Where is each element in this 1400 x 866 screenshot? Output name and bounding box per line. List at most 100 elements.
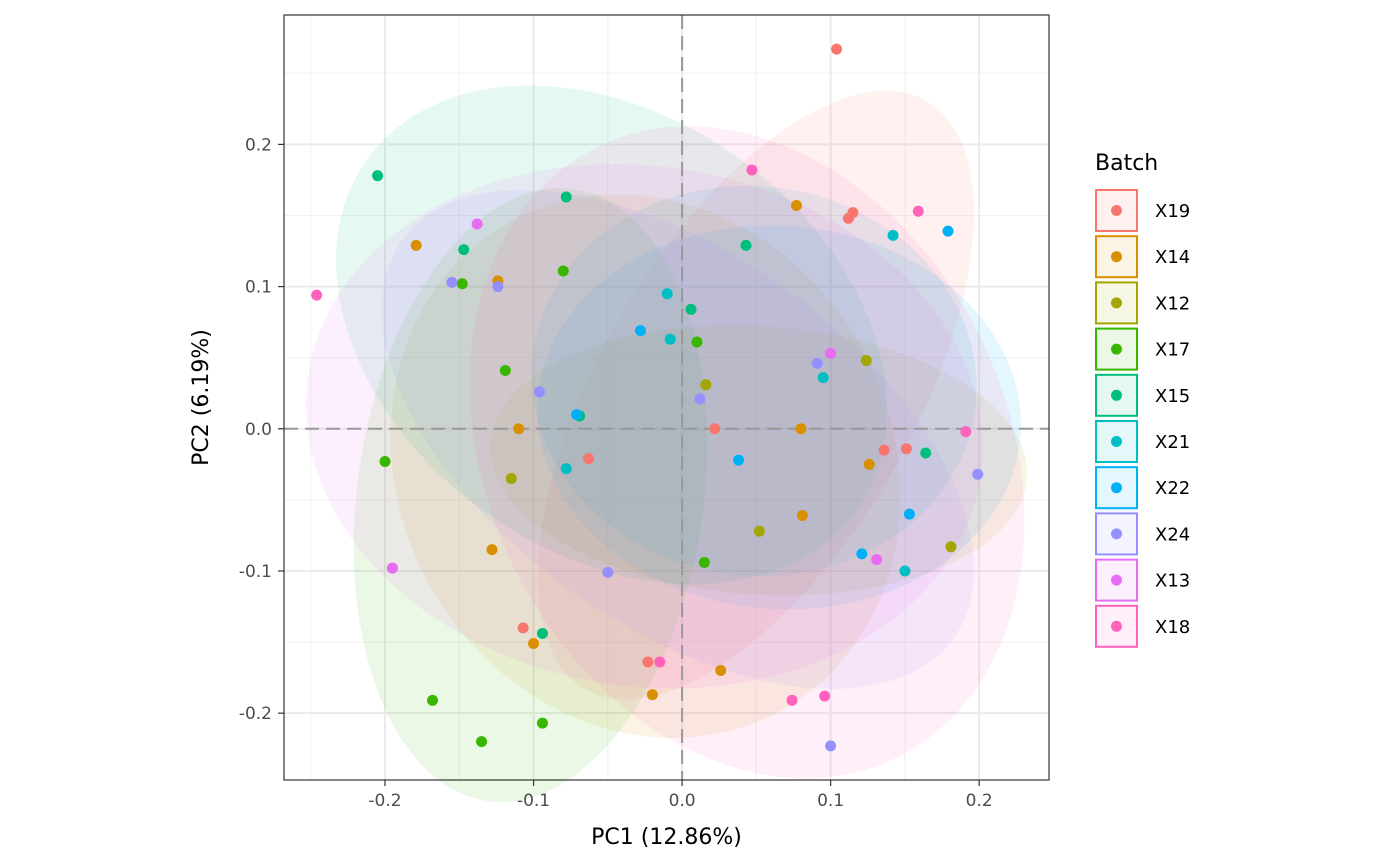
panel-border <box>283 14 1050 781</box>
point-X22 <box>903 508 915 520</box>
ellipse-X13 <box>305 164 983 689</box>
x-axis: -0.2 -0.1 0.0 0.1 0.2 <box>368 780 993 811</box>
point-X22 <box>942 225 954 237</box>
point-X18 <box>311 289 323 301</box>
point-X15 <box>536 628 548 640</box>
point-X21 <box>817 372 829 384</box>
y-axis-title: PC2 (6.19%) <box>189 329 214 466</box>
point-X15 <box>458 244 470 256</box>
x-tick-label: 0.0 <box>669 791 696 811</box>
panel-background <box>284 15 1049 780</box>
point-X17 <box>456 278 468 290</box>
legend-dot-X12 <box>1111 297 1122 309</box>
point-X15 <box>560 191 572 203</box>
point-X17 <box>379 455 391 467</box>
ellipse-X12 <box>490 325 1028 596</box>
reference-lines <box>284 15 1049 780</box>
point-X21 <box>661 288 673 300</box>
point-X17 <box>691 336 703 348</box>
x-axis-title: PC1 (12.86%) <box>591 825 742 850</box>
legend-dot-X24 <box>1111 528 1122 540</box>
point-X14 <box>796 510 808 522</box>
point-X19 <box>583 453 595 465</box>
point-X15 <box>920 447 932 459</box>
point-X22 <box>635 325 647 337</box>
point-X19 <box>517 622 529 634</box>
point-X12 <box>753 525 765 537</box>
y-tick-label: 0.1 <box>245 278 272 298</box>
point-X17 <box>499 364 511 376</box>
point-X18 <box>746 164 758 176</box>
y-tick-label: -0.2 <box>239 704 272 724</box>
point-X21 <box>664 333 676 345</box>
point-X17 <box>476 736 488 748</box>
point-X14 <box>715 665 727 677</box>
point-X14 <box>410 239 422 251</box>
point-X19 <box>831 43 843 55</box>
point-X14 <box>646 689 658 701</box>
legend-label-X21: X21 <box>1155 432 1190 453</box>
point-X14 <box>513 423 525 435</box>
y-tick-label: 0.0 <box>245 420 272 440</box>
point-X22 <box>733 454 745 466</box>
point-X24 <box>811 357 823 369</box>
legend-label-X15: X15 <box>1155 386 1190 407</box>
point-X17 <box>536 717 548 729</box>
point-X19 <box>900 443 912 455</box>
legend-dot-X21 <box>1111 436 1122 447</box>
point-X18 <box>654 656 666 668</box>
point-X17 <box>427 694 439 706</box>
plot-panel <box>283 14 1050 803</box>
point-X13 <box>825 347 837 359</box>
legend-label-X19: X19 <box>1155 201 1190 222</box>
point-X15 <box>685 303 697 315</box>
point-X17 <box>698 556 710 568</box>
point-X14 <box>528 637 540 649</box>
point-X14 <box>795 423 807 435</box>
legend-label-X18: X18 <box>1155 617 1190 638</box>
point-X17 <box>557 265 569 277</box>
point-X14 <box>790 200 802 212</box>
point-X13 <box>386 562 398 574</box>
x-tick-label: 0.1 <box>817 791 844 811</box>
legend-label-X13: X13 <box>1155 571 1190 592</box>
legend-dot-X13 <box>1111 574 1122 586</box>
point-X24 <box>694 393 706 405</box>
point-X19 <box>709 423 721 435</box>
legend-title: Batch <box>1095 151 1158 176</box>
point-X13 <box>471 218 483 230</box>
point-X15 <box>372 170 384 182</box>
point-X21 <box>560 463 572 475</box>
point-X18 <box>912 205 924 217</box>
ellipse-X19 <box>537 90 974 700</box>
point-X22 <box>856 548 868 560</box>
point-X19 <box>842 212 854 224</box>
legend-dot-X22 <box>1111 482 1122 494</box>
legend-label-X17: X17 <box>1155 340 1190 361</box>
point-X12 <box>505 473 517 485</box>
point-X18 <box>960 426 972 438</box>
ellipse-X21 <box>531 185 977 577</box>
ellipse-X14 <box>390 194 901 738</box>
point-X14 <box>863 458 875 470</box>
legend-label-X22: X22 <box>1155 478 1190 499</box>
x-tick-label: -0.1 <box>517 791 550 811</box>
legend-dot-X17 <box>1111 343 1122 355</box>
legend-key-X17 <box>1095 327 1138 371</box>
point-X19 <box>878 444 890 456</box>
point-X19 <box>642 656 654 668</box>
point-X15 <box>740 239 752 251</box>
ellipse-X24 <box>381 190 975 689</box>
legend-label-X24: X24 <box>1155 524 1190 545</box>
legend-dot-X19 <box>1111 205 1122 216</box>
point-X13 <box>871 554 883 566</box>
point-X12 <box>860 355 872 367</box>
point-X21 <box>887 229 899 241</box>
legend-dot-X15 <box>1111 389 1122 401</box>
ellipse-X22 <box>537 225 1021 610</box>
ellipse-X18 <box>469 126 1025 779</box>
point-X22 <box>571 409 583 421</box>
point-X24 <box>972 468 984 480</box>
y-tick-label: 0.2 <box>245 135 272 155</box>
point-X24 <box>602 566 614 578</box>
